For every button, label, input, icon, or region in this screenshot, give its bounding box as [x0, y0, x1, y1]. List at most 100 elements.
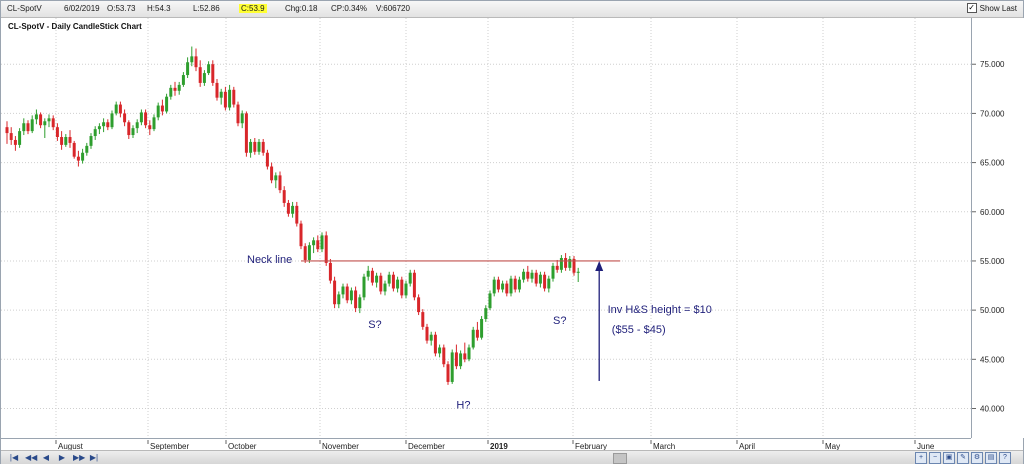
date-label: 6/02/2019	[64, 4, 100, 13]
x-tick-label: February	[575, 442, 607, 451]
candle-body	[249, 141, 253, 153]
candle-body	[55, 127, 59, 138]
candle-body	[72, 142, 76, 157]
back-icon[interactable]: ◀	[42, 453, 50, 462]
candle-body	[484, 308, 488, 319]
page-back-icon[interactable]: ◀◀	[25, 453, 38, 462]
candle-body	[312, 240, 316, 246]
candle-body	[429, 334, 433, 341]
candle-body	[228, 89, 232, 108]
candle-body	[118, 104, 122, 114]
candle-body	[232, 89, 236, 105]
candle-body	[391, 274, 395, 289]
candle-body	[341, 286, 345, 295]
fit-icon[interactable]: ▣	[943, 452, 955, 464]
candle-body	[139, 112, 143, 123]
annotation-label: S?	[368, 319, 381, 331]
candle-body	[127, 122, 131, 136]
candle-body	[135, 122, 139, 129]
last-icon[interactable]: ▶|	[89, 453, 99, 462]
candle-body	[543, 274, 547, 289]
candle-body	[492, 279, 496, 294]
candle-body	[501, 283, 505, 290]
candle-body	[148, 125, 152, 130]
x-tick-label: October	[228, 442, 257, 451]
candle-body	[404, 283, 408, 296]
candle-body	[534, 272, 538, 284]
candle-body	[387, 274, 391, 284]
candle-body	[530, 272, 534, 279]
y-tick-label: 70.000	[980, 109, 1005, 118]
candle-body	[64, 137, 68, 145]
low-value: L:52.86	[193, 4, 220, 13]
candle-body	[106, 122, 110, 128]
draw-icon[interactable]: ✎	[957, 452, 969, 464]
height-arrow-head	[595, 260, 604, 271]
candle-body	[244, 113, 248, 153]
candlestick-chart: Neck line S? H? S? Inv H&S height = $10 ($55 …	[1, 18, 971, 438]
close-value: C:53.9	[239, 4, 267, 13]
help-icon[interactable]: ?	[999, 452, 1011, 464]
x-tick-label: June	[917, 442, 935, 451]
y-tick-label: 40.000	[980, 404, 1005, 413]
zoom-in-icon[interactable]: +	[915, 452, 927, 464]
first-icon[interactable]: |◀	[9, 453, 19, 462]
show-last-checkbox[interactable]: ✓	[966, 3, 977, 13]
candle-body	[446, 364, 450, 382]
candle-body	[43, 121, 47, 126]
candle-body	[366, 270, 370, 277]
y-tick-label: 65.000	[980, 159, 1005, 168]
print-icon[interactable]: ▤	[985, 452, 997, 464]
y-tick-label: 50.000	[980, 306, 1005, 315]
candle-body	[379, 275, 383, 292]
candle-body	[505, 283, 509, 294]
candle-body	[282, 190, 286, 203]
x-tick-label: 2019	[490, 442, 508, 451]
settings-icon[interactable]: ⚙	[971, 452, 983, 464]
candle-body	[68, 137, 72, 143]
x-tick-label: May	[825, 442, 840, 451]
symbol-label: CL-SpotV	[7, 4, 42, 13]
candle-body	[240, 113, 244, 124]
candle-body	[333, 280, 337, 305]
candle-body	[438, 347, 442, 354]
candle-body	[26, 123, 30, 132]
candle-body	[417, 297, 421, 313]
candle-body	[526, 271, 530, 279]
candle-body	[559, 258, 563, 270]
candle-body	[181, 75, 185, 85]
candle-body	[39, 114, 43, 126]
y-tick-label: 60.000	[980, 208, 1005, 217]
forward-icon[interactable]: ▶	[58, 453, 66, 462]
show-last-toggle[interactable]: ✓ Show Last	[966, 3, 1017, 13]
candle-body	[513, 278, 517, 290]
candle-body	[480, 318, 484, 338]
change-value: Chg:0.18	[285, 4, 318, 13]
show-last-label: Show Last	[979, 3, 1017, 13]
candle-body	[412, 272, 416, 298]
candle-body	[408, 272, 412, 284]
open-value: O:53.73	[107, 4, 136, 13]
candle-body	[85, 145, 89, 153]
scroll-thumb[interactable]	[613, 453, 627, 464]
candle-body	[307, 245, 311, 260]
candle-body	[131, 128, 135, 136]
chart-title: CL-SpotV - Daily CandleStick Chart	[8, 22, 142, 31]
candle-body	[30, 119, 34, 132]
candle-body	[186, 62, 190, 76]
x-tick-label: March	[653, 442, 675, 451]
plot-area[interactable]: Neck line S? H? S? Inv H&S height = $10 ($55 …	[1, 18, 971, 438]
candle-body	[223, 91, 227, 108]
candle-body	[81, 152, 85, 161]
candle-body	[253, 141, 257, 152]
page-forward-icon[interactable]: ▶▶	[73, 453, 86, 462]
candle-body	[270, 166, 274, 181]
neck-line-label: Neck line	[247, 254, 292, 266]
candle-body	[169, 87, 173, 97]
candle-body	[425, 326, 429, 341]
candle-body	[328, 262, 332, 281]
scroll-bar[interactable]: |◀ ◀◀ ◀ ▶ ▶▶ ▶| + − ▣ ✎ ⚙ ▤ ?	[1, 450, 1023, 464]
zoom-out-icon[interactable]: −	[929, 452, 941, 464]
candle-body	[362, 276, 366, 298]
candle-body	[152, 117, 156, 130]
